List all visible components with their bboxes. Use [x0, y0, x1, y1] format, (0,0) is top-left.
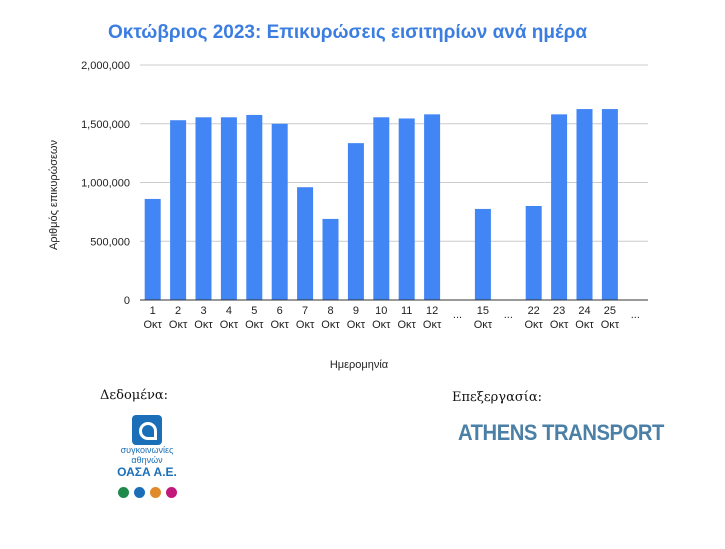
x-tick-month: Οκτ [474, 319, 493, 331]
chart-title: Οκτώβριος 2023: Επικυρώσεις εισιτηρίων α… [107, 22, 588, 43]
oasa-transport-dot-icon [133, 487, 145, 498]
x-tick-day: ... [631, 309, 640, 321]
x-tick-day: 15 [477, 305, 489, 317]
bar-1 [144, 198, 161, 300]
y-tick-label: 1,000,000 [81, 178, 130, 190]
x-tick-day: 3 [200, 305, 206, 317]
bar-chart: 0 500,000 1,000,000 1,500,000 2,000,000 1 Οκτ… [48, 60, 648, 371]
x-tick-day: 2 [175, 305, 181, 317]
oasa-transport-icons [108, 487, 186, 498]
x-tick-day: 4 [226, 305, 232, 317]
x-tick-day: 8 [327, 305, 333, 317]
y-axis-title: Αριθμός επικυρώσεων [48, 139, 60, 250]
bar-9 [347, 143, 364, 300]
x-tick-day: 10 [375, 305, 387, 317]
bar-11 [398, 118, 415, 301]
x-tick-month: Οκτ [270, 319, 289, 331]
oasa-transport-dot-icon [117, 487, 129, 498]
x-tick-month: Οκτ [194, 319, 213, 331]
bar-5 [246, 114, 263, 300]
y-tick-label: 2,000,000 [81, 60, 130, 72]
bar-4 [220, 117, 237, 300]
x-tick-day: 6 [277, 305, 283, 317]
oasa-logo-line1: συγκοινωνίες [120, 445, 174, 455]
x-tick-day: 24 [578, 305, 590, 317]
bar-22 [525, 206, 542, 300]
x-tick-month: Οκτ [575, 319, 594, 331]
oasa-mark-icon [132, 415, 162, 445]
x-tick-month: Οκτ [347, 319, 366, 331]
bar-3 [195, 117, 212, 300]
x-tick-month: Οκτ [372, 319, 391, 331]
oasa-logo: συγκοινωνίες αθηνών ΟΑΣΑ Α.Ε. [108, 415, 186, 505]
oasa-transport-dot-icon [165, 487, 177, 498]
gridlines [140, 64, 648, 242]
bar-2 [170, 120, 187, 300]
x-tick-month: Οκτ [245, 319, 264, 331]
bar-23 [551, 114, 568, 300]
data-source-label: Δεδομένα: [100, 388, 169, 403]
y-axis-ticks: 0 500,000 1,000,000 1,500,000 2,000,000 [81, 60, 130, 307]
x-tick-day: 23 [553, 305, 565, 317]
oasa-logo-line2: αθηνών [131, 455, 163, 465]
y-tick-label: 1,500,000 [81, 119, 130, 131]
x-tick-month: Οκτ [423, 319, 442, 331]
x-tick-day: 22 [528, 305, 540, 317]
bar-12 [424, 114, 441, 300]
x-tick-month: Οκτ [524, 319, 543, 331]
oasa-logo-line3: ΟΑΣΑ Α.Ε. [117, 465, 177, 479]
bar-25 [601, 109, 618, 300]
x-tick-day: 9 [353, 305, 359, 317]
x-tick-month: Οκτ [397, 319, 416, 331]
bar-7 [297, 187, 314, 300]
x-tick-day: 11 [401, 305, 412, 317]
x-tick-month: Οκτ [296, 319, 315, 331]
x-tick-day: 1 [150, 305, 156, 317]
x-tick-day: 25 [604, 305, 616, 317]
bars [144, 109, 618, 301]
x-tick-day: ... [504, 309, 513, 321]
x-axis-ticks: 1 Οκτ 2 Οκτ 3 Οκτ 4 Οκτ 5 Οκτ 6 Οκτ 7 Οκτ 8 Οκτ 9 Οκτ 10 Οκ… [143, 305, 639, 331]
y-tick-label: 0 [124, 295, 130, 307]
x-tick-day: 7 [302, 305, 308, 317]
x-axis-title: Ημερομηνία [330, 359, 389, 371]
oasa-transport-dot-icon [149, 487, 161, 498]
x-tick-month: Οκτ [550, 319, 569, 331]
x-tick-day: 12 [426, 305, 438, 317]
bar-10 [373, 117, 390, 300]
bar-6 [271, 123, 288, 300]
processing-label: Επεξεργασία: [452, 390, 542, 405]
x-tick-day: ... [453, 309, 462, 321]
bar-8 [322, 218, 339, 300]
y-tick-label: 500,000 [90, 236, 130, 248]
bar-15 [474, 208, 491, 300]
x-tick-month: Οκτ [143, 319, 162, 331]
x-tick-month: Οκτ [321, 319, 340, 331]
x-tick-month: Οκτ [220, 319, 239, 331]
x-tick-day: 5 [251, 305, 257, 317]
athens-transport-logo: ATHENS TRANSPORT [458, 420, 664, 445]
x-tick-month: Οκτ [169, 319, 188, 331]
x-tick-month: Οκτ [601, 319, 620, 331]
bar-24 [576, 109, 593, 300]
